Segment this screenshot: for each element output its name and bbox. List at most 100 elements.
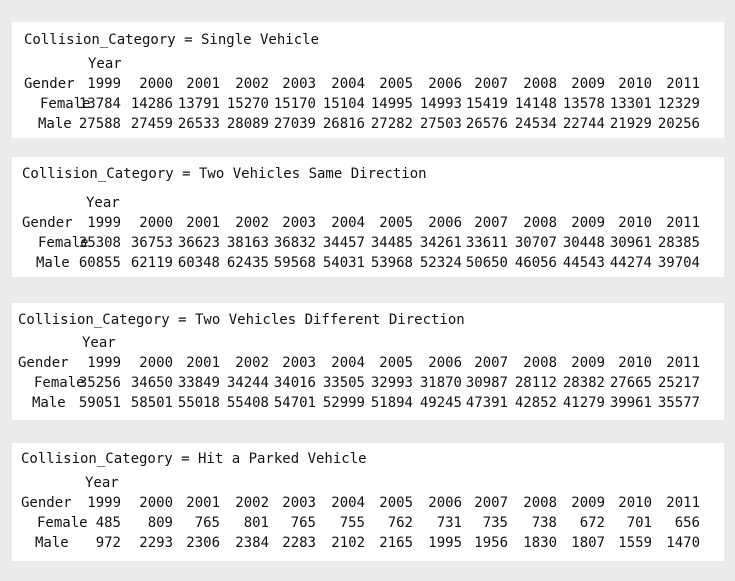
table-cell: 59568 [273,255,316,271]
row-label-male: Male [36,255,70,271]
table-cell: 12329 [657,96,700,112]
column-header-row: Gender 1999 2000 2001 2002 2003 2004 2005 2006 20… [12,74,724,94]
gender-label: Gender [24,76,75,92]
table-cell: 35256 [78,375,121,391]
table-cell: 35308 [78,235,121,251]
row-label-female: Female [34,375,85,391]
table-row: Male 59051 58501 55018 55408 54701 52999 51894 4… [12,393,724,413]
row-label-male: Male [35,535,69,551]
year-label: Year [85,475,119,491]
table-cell: 21929 [609,116,652,132]
year-header-cell: 2002 [235,355,269,371]
table-cell: 54701 [273,395,316,411]
table-cell: 2293 [139,535,173,551]
table-cell: 44543 [562,255,605,271]
table-cell: 27282 [370,116,413,132]
table-cell: 14995 [370,96,413,112]
table-cell: 801 [243,515,269,531]
table-cell: 14148 [514,96,557,112]
table-cell: 26533 [177,116,220,132]
table-cell: 30707 [514,235,557,251]
table-cell: 60348 [177,255,220,271]
table-cell: 39961 [609,395,652,411]
year-header-cell: 2000 [139,76,173,92]
column-header-row: Gender 1999 2000 2001 2002 2003 2004 2005 2006 20… [12,353,724,373]
table-cell: 25217 [657,375,700,391]
year-header-cell: 2011 [666,215,700,231]
year-header-cell: 2004 [331,215,365,231]
table-cell: 15170 [273,96,316,112]
table-cell: 54031 [322,255,365,271]
row-label-male: Male [32,395,66,411]
table-cell: 33849 [177,375,220,391]
year-header-cell: 1999 [87,495,121,511]
year-header-cell: 2009 [571,355,605,371]
table-cell: 2306 [186,535,220,551]
year-header-cell: 1999 [87,76,121,92]
table-cell: 20256 [657,116,700,132]
table-cell: 42852 [514,395,557,411]
table-cell: 52999 [322,395,365,411]
table-cell: 26576 [465,116,508,132]
row-label-female: Female [40,96,91,112]
table-row: Male 27588 27459 26533 28089 27039 26816 27282 2… [12,114,724,134]
panel-title: Collision_Category = Hit a Parked Vehicl… [21,451,367,467]
table-cell: 2283 [282,535,316,551]
year-header-cell: 2008 [523,215,557,231]
row-label-male: Male [38,116,72,132]
table-cell: 62119 [130,255,173,271]
year-header-cell: 2001 [186,355,220,371]
table-panel: Collision_Category = Two Vehicles Same D… [12,157,724,277]
table-cell: 765 [290,515,316,531]
table-panel: Collision_Category = Single Vehicle Year G… [12,22,724,138]
table-row: Female 485 809 765 801 765 755 762 731 735 738 672 7… [12,513,724,533]
table-row: Male 60855 62119 60348 62435 59568 54031 53968 5… [12,253,724,273]
table-cell: 13578 [562,96,605,112]
table-cell: 972 [95,535,121,551]
table-cell: 30987 [465,375,508,391]
table-cell: 33505 [322,375,365,391]
table-cell: 27665 [609,375,652,391]
year-header-cell: 2009 [571,495,605,511]
table-cell: 26816 [322,116,365,132]
table-panel: Collision_Category = Hit a Parked Vehicl… [12,443,724,561]
year-header-cell: 2000 [139,495,173,511]
table-cell: 731 [436,515,462,531]
year-header-cell: 2004 [331,355,365,371]
year-header-cell: 1999 [87,355,121,371]
table-cell: 55018 [177,395,220,411]
row-label-female: Female [38,235,89,251]
table-cell: 30448 [562,235,605,251]
table-cell: 1470 [666,535,700,551]
panel-title: Collision_Category = Two Vehicles Differ… [18,312,465,328]
year-header-cell: 2005 [379,215,413,231]
year-header-cell: 2002 [235,76,269,92]
year-header-cell: 2011 [666,355,700,371]
table-cell: 36753 [130,235,173,251]
table-cell: 1807 [571,535,605,551]
year-header-cell: 2005 [379,355,413,371]
table-cell: 672 [579,515,605,531]
table-row: Female 13784 14286 13791 15270 15170 15104 1499… [12,94,724,114]
table-cell: 14993 [419,96,462,112]
year-header-cell: 2005 [379,76,413,92]
year-header-cell: 2006 [428,215,462,231]
year-header-cell: 2010 [618,495,652,511]
table-cell: 27459 [130,116,173,132]
year-header-cell: 2009 [571,76,605,92]
table-cell: 34485 [370,235,413,251]
table-cell: 58501 [130,395,173,411]
year-header-cell: 2010 [618,355,652,371]
table-cell: 656 [674,515,700,531]
table-cell: 62435 [226,255,269,271]
year-header-row: Year [12,333,724,353]
table-cell: 46056 [514,255,557,271]
table-panel: Collision_Category = Two Vehicles Differ… [12,303,724,420]
table-cell: 28385 [657,235,700,251]
table-cell: 27503 [419,116,462,132]
table-cell: 35577 [657,395,700,411]
table-cell: 51894 [370,395,413,411]
year-header-cell: 2007 [474,495,508,511]
year-header-cell: 2003 [282,215,316,231]
year-label: Year [86,195,120,211]
